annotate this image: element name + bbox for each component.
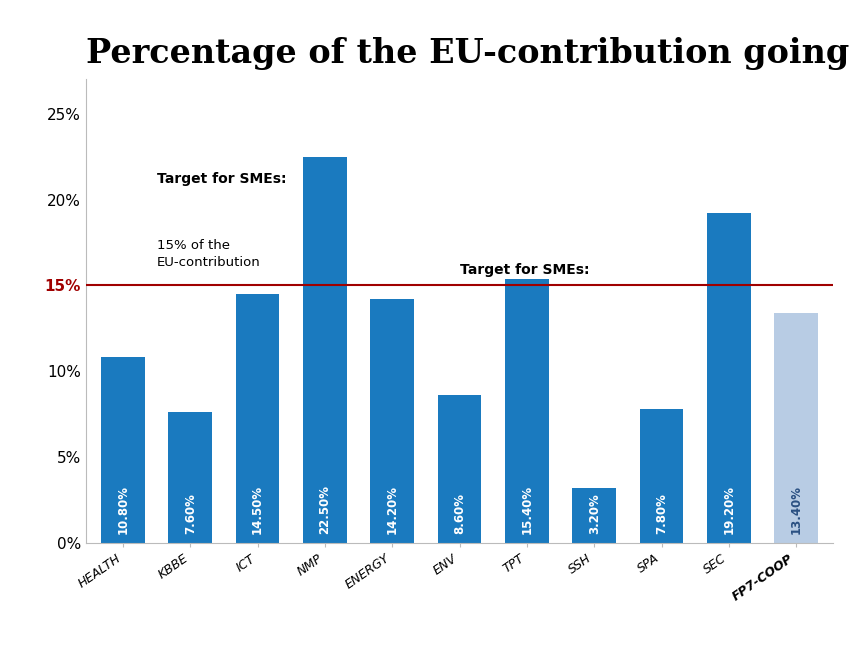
Bar [640, 409, 684, 543]
Bar [101, 357, 145, 543]
Text: 14.20%: 14.20% [386, 485, 399, 534]
Bar [774, 313, 818, 543]
Text: Target for SMEs:: Target for SMEs: [156, 172, 286, 186]
Text: 7.80%: 7.80% [655, 493, 668, 534]
Text: 15% of the
EU-contribution: 15% of the EU-contribution [156, 239, 260, 269]
Bar [505, 279, 549, 543]
Bar [168, 412, 212, 543]
Text: 22.50%: 22.50% [319, 485, 332, 534]
Text: Percentage of the EU-contribution going to SMEs: Percentage of the EU-contribution going … [86, 37, 859, 70]
Text: 8.60%: 8.60% [453, 493, 466, 534]
Text: Target for SMEs:: Target for SMEs: [460, 263, 589, 277]
Text: 7.60%: 7.60% [184, 493, 197, 534]
Text: 10.80%: 10.80% [117, 485, 130, 534]
Bar [438, 395, 481, 543]
Bar [707, 213, 751, 543]
Text: 3.20%: 3.20% [588, 493, 600, 534]
Bar [303, 157, 347, 543]
Text: 13.40%: 13.40% [789, 485, 802, 534]
Text: 14.50%: 14.50% [251, 485, 264, 534]
Bar [235, 294, 279, 543]
Text: 19.20%: 19.20% [722, 485, 735, 534]
Bar [572, 488, 616, 543]
Text: 15.40%: 15.40% [521, 485, 533, 534]
Bar [370, 299, 414, 543]
